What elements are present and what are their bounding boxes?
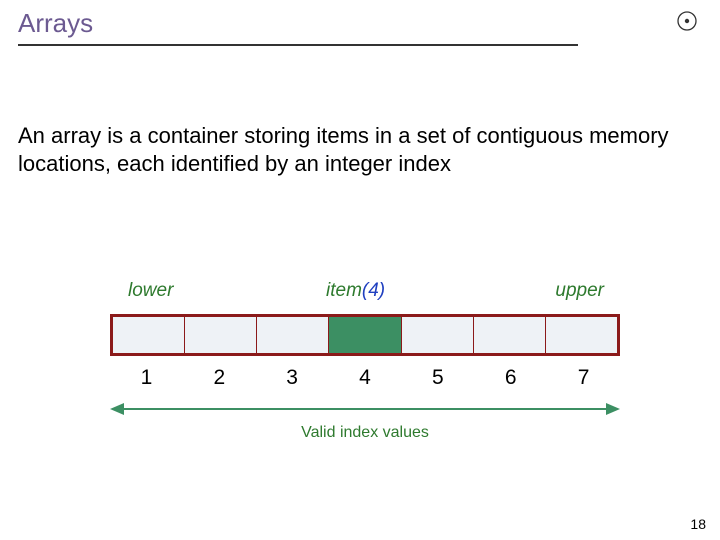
- page-title: Arrays: [18, 8, 93, 39]
- index-label: 4: [329, 366, 402, 390]
- label-item-arg: (4): [362, 280, 385, 301]
- array-cell: [474, 317, 546, 353]
- top-labels: lower item(4) upper: [110, 280, 620, 308]
- array-cell: [257, 317, 329, 353]
- label-upper: upper: [555, 280, 604, 302]
- title-underline: [18, 44, 578, 46]
- index-label: 5: [401, 366, 474, 390]
- label-item-name: item: [326, 280, 362, 301]
- page-number: 18: [690, 516, 706, 532]
- range-arrow: [110, 400, 620, 418]
- body-text: An array is a container storing items in…: [18, 122, 680, 177]
- index-label: 6: [474, 366, 547, 390]
- label-item: item(4): [326, 280, 385, 302]
- array-cell: [113, 317, 185, 353]
- label-lower: lower: [128, 280, 173, 302]
- array-cells: [110, 314, 620, 356]
- array-diagram: lower item(4) upper 1234567 Valid index …: [110, 280, 620, 442]
- index-label: 1: [110, 366, 183, 390]
- index-row: 1234567: [110, 366, 620, 390]
- diagram-caption: Valid index values: [110, 424, 620, 442]
- array-cell: [402, 317, 474, 353]
- index-label: 3: [256, 366, 329, 390]
- array-cell: [329, 317, 401, 353]
- logo-icon: [676, 10, 698, 32]
- index-label: 7: [547, 366, 620, 390]
- index-label: 2: [183, 366, 256, 390]
- array-cell: [185, 317, 257, 353]
- array-cell: [546, 317, 617, 353]
